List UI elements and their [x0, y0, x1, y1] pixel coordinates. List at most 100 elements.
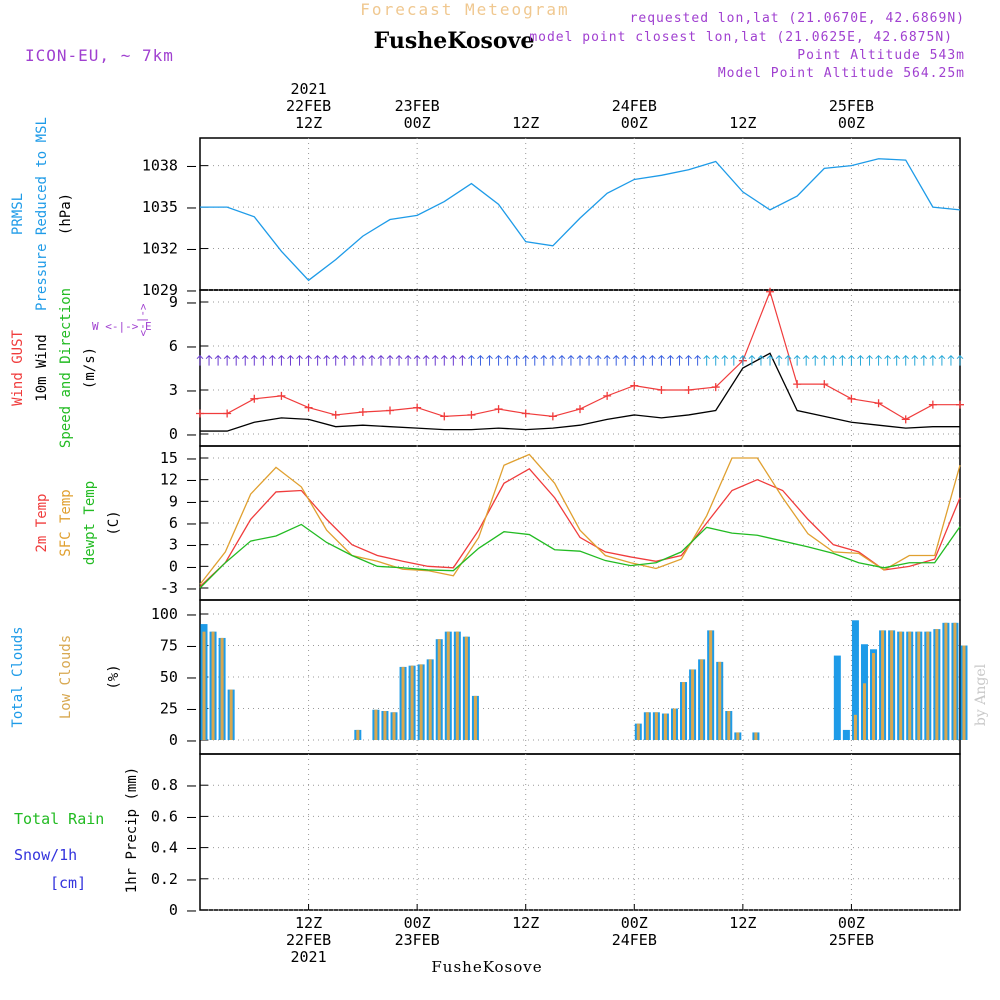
panel-label: 10m Wind: [34, 334, 50, 401]
wind-direction-arrow: [639, 354, 647, 366]
top-time-label: 2021: [291, 80, 327, 98]
low-cloud-bar: [464, 636, 468, 740]
low-cloud-bar: [727, 711, 731, 740]
gust-marker: [630, 381, 639, 390]
wind-direction-arrow: [703, 354, 711, 366]
wind-direction-arrow: [314, 354, 321, 366]
gust-marker: [250, 394, 259, 403]
y-tick-label: 9 –: [169, 492, 197, 510]
low-cloud-bar: [953, 622, 957, 740]
low-cloud-bar: [374, 709, 378, 740]
wind-direction-arrow: [377, 354, 385, 366]
top-time-label: 00Z: [621, 114, 648, 132]
requested-coords: requested lon,lat (21.0670E, 42.6869N): [630, 11, 965, 26]
top-time-label: 12Z: [295, 114, 322, 132]
signature: by Angel: [973, 663, 989, 726]
product-title: Forecast Meteogram: [360, 0, 569, 19]
wind-direction-arrow: [784, 354, 792, 366]
low-cloud-bar: [926, 631, 930, 740]
precip-axis-label: 1hr Precip (mm): [124, 767, 140, 893]
wind-direction-arrow: [576, 354, 584, 366]
model-altitude: Model Point Altitude 564.25m: [718, 66, 965, 81]
low-cloud-bar: [663, 713, 667, 740]
low-cloud-bar: [401, 666, 405, 740]
panel-grids: [208, 138, 960, 911]
wind-direction-arrow: [667, 354, 674, 366]
low-cloud-bar: [935, 629, 939, 740]
gust-marker: [684, 386, 693, 394]
wind-direction-arrow: [938, 354, 946, 366]
total-cloud-bar: [833, 655, 841, 740]
wind-direction-arrow: [341, 354, 349, 366]
gust-marker: [603, 391, 612, 400]
low-cloud-bar: [229, 689, 233, 740]
y-tick-label: 12 –: [160, 471, 197, 489]
low-cloud-bar: [392, 712, 396, 740]
y-tick-label: 0.4 –: [151, 839, 197, 857]
wind-direction-arrow: [368, 354, 376, 366]
bottom-time-label: 12Z: [295, 914, 322, 932]
top-time-label: 23FEB: [395, 97, 440, 115]
wind-direction-arrow: [902, 354, 910, 366]
low-cloud-bar: [962, 645, 966, 740]
wind-direction-arrow: [332, 354, 340, 366]
panel-labels: W <-|-> E<-|-> PRMSL Pressure Reduced to M…: [10, 117, 152, 893]
low-cloud-bar: [917, 631, 921, 740]
panel-label: 2m Temp: [34, 493, 50, 552]
low-cloud-bar: [872, 653, 876, 740]
bottom-time-label: 2021: [291, 948, 327, 966]
wind-direction-arrow: [594, 354, 602, 366]
wind-direction-arrow: [929, 354, 937, 366]
low-cloud-bar: [645, 712, 649, 740]
wind-direction-arrow: [477, 354, 484, 366]
wind-direction-arrow: [404, 354, 412, 366]
wind-direction-arrow: [205, 354, 213, 366]
bottom-time-label: 24FEB: [612, 931, 657, 949]
wind-direction-arrow: [504, 354, 511, 366]
chart-marks: [196, 158, 968, 740]
compass-we: W <-|-> E: [92, 320, 152, 333]
wind-direction-arrow: [956, 354, 964, 366]
wind-direction-arrow: [567, 354, 575, 366]
wind-direction-arrow: [820, 354, 828, 366]
location-title: FusheKosove: [374, 28, 535, 54]
gust-marker: [196, 409, 204, 418]
wind-direction-arrow: [413, 354, 421, 366]
gust-marker: [223, 409, 232, 418]
gust-marker: [874, 399, 883, 408]
wind-direction-arrow: [350, 354, 358, 366]
wind-direction-arrow: [857, 354, 864, 366]
y-tick-label: 15 –: [160, 449, 197, 467]
y-tick-label: 50 –: [160, 668, 197, 686]
frame-wind: [199, 289, 961, 447]
y-tick-label: 0 –: [169, 901, 197, 919]
wind-direction-arrow: [540, 354, 548, 366]
low-cloud-bar: [455, 631, 459, 740]
wind-direction-arrow: [250, 354, 258, 366]
gust-marker: [440, 412, 449, 421]
wind-direction-arrow: [196, 354, 204, 366]
top-time-label: 00Z: [838, 114, 865, 132]
wind-direction-arrow: [748, 354, 756, 366]
wind-direction-arrow: [766, 354, 774, 366]
wind-direction-arrow: [259, 354, 267, 366]
low-cloud-bar: [890, 630, 894, 740]
wind-direction-arrow: [839, 354, 846, 366]
closest-coords: model point closest lon,lat (21.0625E, 4…: [529, 30, 953, 45]
top-time-label: 25FEB: [829, 97, 874, 115]
low-cloud-bar: [211, 631, 215, 740]
wind-direction-arrow: [486, 354, 493, 366]
wind-direction-arrow: [658, 354, 665, 366]
gust-marker: [467, 410, 476, 419]
wind-direction-arrow: [829, 354, 837, 366]
wind-direction-arrow: [305, 354, 312, 366]
panel-label: dewpt Temp: [82, 481, 98, 565]
wind-line: [200, 352, 960, 432]
compass-ns: <-|->: [137, 303, 150, 336]
y-tick-label: 0 –: [169, 425, 197, 443]
wind-direction-arrow: [431, 354, 439, 366]
wind-direction-arrow: [223, 354, 231, 366]
frame-pressure: [199, 137, 961, 291]
wind-direction-arrow: [422, 354, 430, 366]
panel-label: Pressure Reduced to MSL: [34, 117, 50, 311]
